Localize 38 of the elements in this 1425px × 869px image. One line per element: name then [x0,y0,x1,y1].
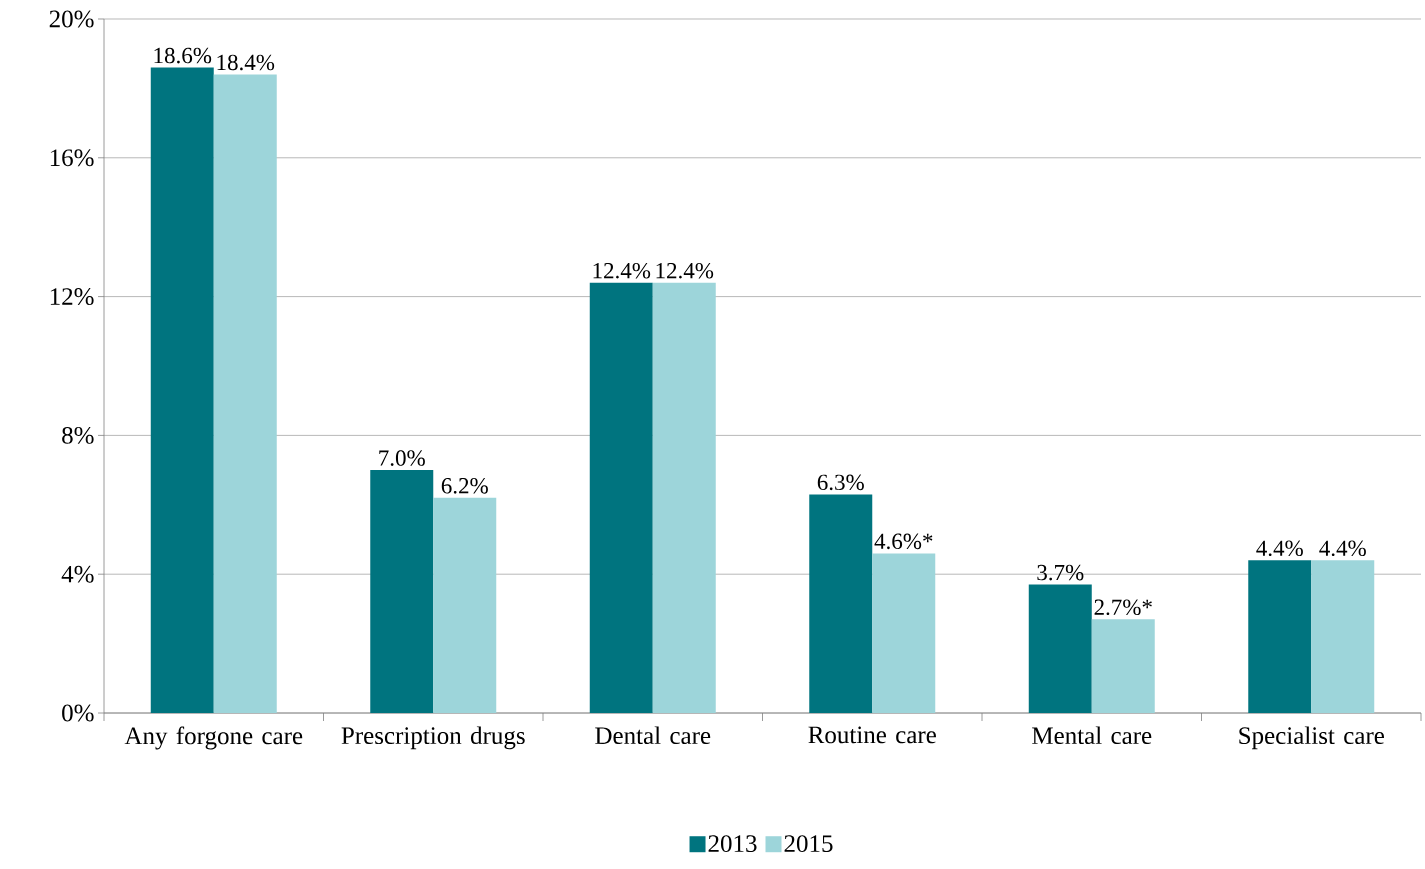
data-label: 18.4% [217,54,275,71]
x-tick-label: Routine care [808,726,936,744]
y-tick-label: 8% [62,426,94,444]
data-label: 2.7%* [1094,599,1152,616]
x-tick-label: Mental care [1032,726,1152,745]
bar [809,494,873,713]
x-tick-label: Dental care [595,726,711,745]
x-tick-label: Specialist care [1239,726,1384,750]
data-label: 7.0% [379,450,425,466]
y-tick-label: 0% [62,704,94,722]
y-tick-label: 16% [50,149,94,167]
bar [1028,584,1092,713]
bar [652,282,716,713]
bar [1311,560,1375,713]
data-label: 18.6% [154,47,212,64]
bar [150,67,214,713]
bar [589,282,653,713]
y-tick-label: 20% [49,10,94,28]
legend-label: 2013 [708,835,757,853]
bar [370,470,434,713]
data-label: 3.7% [1037,564,1084,581]
data-label: 4.6%* [874,533,933,550]
bar [433,497,497,713]
y-tick-label: 4% [61,565,94,583]
data-label: 12.4% [593,262,651,279]
legend-label: 2015 [784,835,833,853]
x-tick-label: Any forgone care [124,726,303,750]
data-label: 4.4% [1256,540,1303,557]
x-tick-label: Prescription drugs [341,726,525,750]
bar [1248,560,1312,713]
data-label: 4.4% [1319,540,1366,557]
y-tick-label: 12% [50,288,94,306]
data-label: 12.4% [656,262,714,279]
data-label: 6.2% [441,478,488,494]
data-label: 6.3% [817,474,864,491]
bar [1091,619,1155,713]
bar [213,74,277,713]
bar [872,553,936,713]
